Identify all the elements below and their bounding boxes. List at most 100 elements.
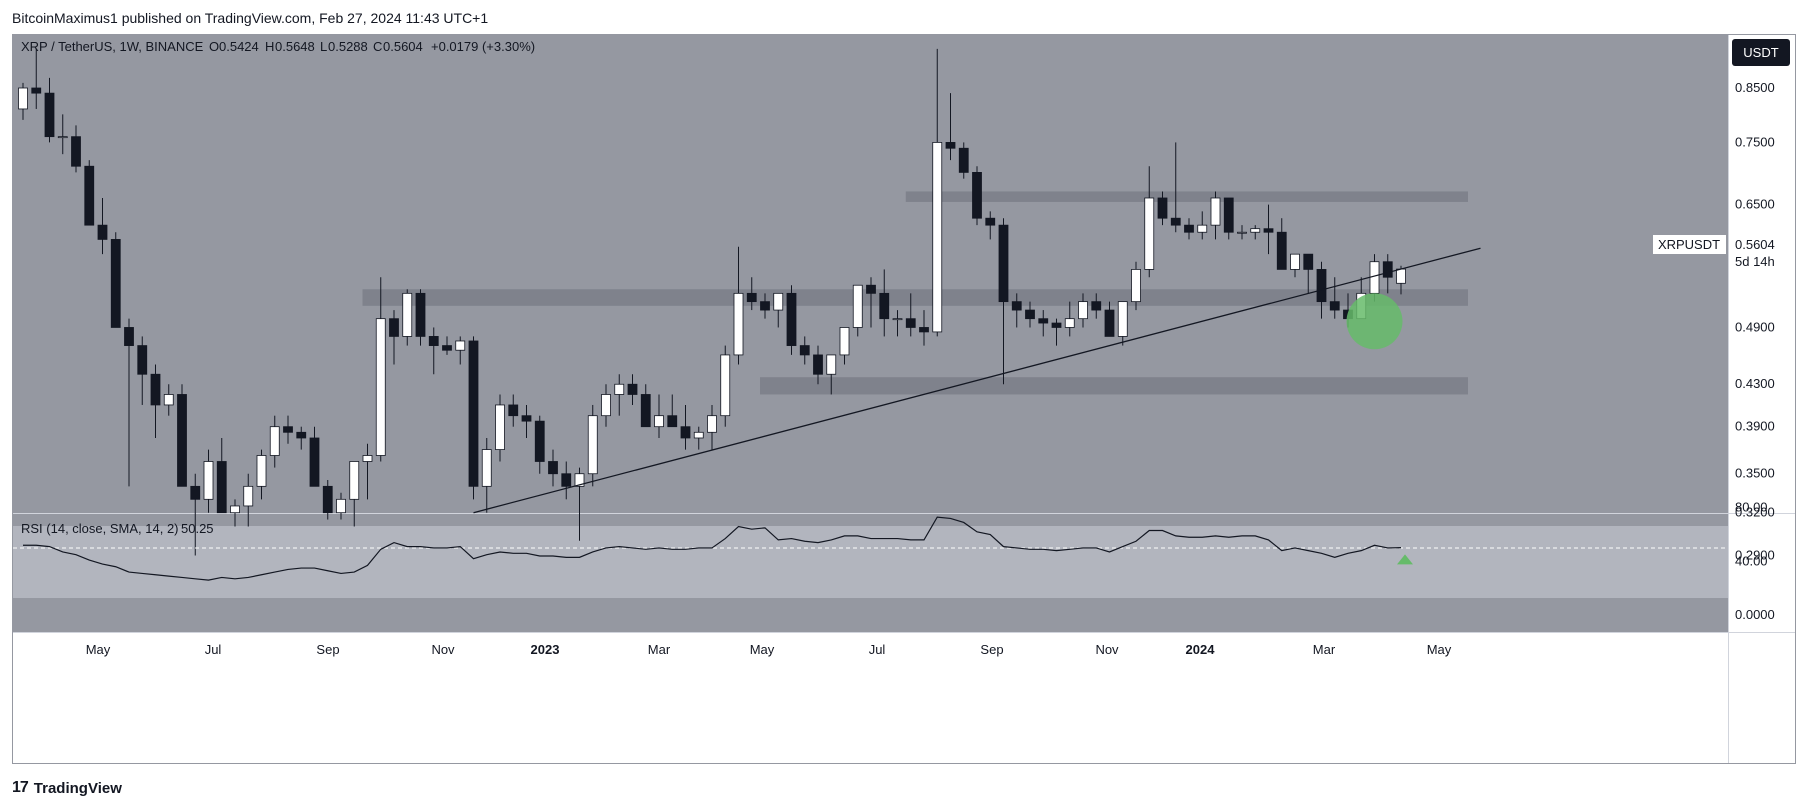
ohlc-open-value: 0.5424 (219, 39, 259, 54)
time-axis-label: Mar (1313, 642, 1336, 657)
chart-frame[interactable]: 0.8500 0.7500 0.6500 0.4900 0.4300 0.3900 0.35… (12, 34, 1796, 764)
candle-body (124, 327, 134, 346)
candle-body (1290, 253, 1300, 270)
time-axis-label: May (86, 642, 111, 657)
candle-body (773, 292, 784, 311)
ohlc-close-value: 0.5604 (383, 39, 423, 54)
price-axis-label: 0.8500 (1735, 80, 1775, 95)
candle-body (481, 449, 492, 487)
candle-body (110, 239, 121, 328)
candle-body (627, 383, 638, 395)
candle-body (879, 292, 890, 320)
horizontal-zone[interactable] (362, 289, 1469, 306)
tradingview-footer[interactable]: 17 TradingView (12, 779, 122, 797)
time-axis-label: Jul (205, 642, 222, 657)
candle-body (667, 415, 678, 428)
price-axis-bg (1728, 35, 1795, 763)
candle-body (998, 224, 1009, 303)
candle-body (18, 87, 28, 110)
candle-body (322, 485, 333, 514)
candle-body (1197, 224, 1208, 233)
price-axis-label: 0.4300 (1735, 376, 1775, 391)
time-axis-label: Jul (869, 642, 886, 657)
candle-body (256, 455, 267, 487)
horizontal-zone[interactable] (905, 191, 1468, 202)
candle-body (1396, 268, 1406, 284)
candle-body (1382, 261, 1393, 278)
candle-body (1144, 197, 1155, 270)
candle-body (177, 394, 187, 487)
ascending-support-trendline[interactable] (473, 247, 1481, 514)
candle-body (826, 354, 837, 375)
rsi-legend: RSI (14, close, SMA, 14, 2) (21, 521, 179, 536)
time-axis-bg (13, 632, 1728, 763)
candle-body (1223, 197, 1234, 233)
candle-body (203, 461, 214, 500)
ohlc-open-label: O (209, 39, 219, 54)
price-axis-label: 0.3500 (1735, 466, 1775, 481)
highlight-circle (1346, 293, 1403, 350)
candle-body (150, 373, 161, 406)
candle-body (1184, 224, 1194, 233)
currency-button[interactable] (1732, 39, 1790, 66)
candle-body (534, 420, 545, 462)
ohlc-close-label: C (373, 39, 382, 54)
candle-body (746, 292, 757, 303)
candle-body (905, 318, 916, 328)
candle-body (336, 498, 346, 514)
candle-body (985, 217, 996, 226)
candle-body (402, 292, 413, 337)
candle-body (1117, 301, 1128, 337)
candle-body (1263, 228, 1274, 233)
candle-body (1303, 253, 1314, 270)
candle-body (455, 340, 466, 351)
candle-body (707, 415, 717, 433)
candle-body (680, 426, 691, 439)
candle-body (561, 473, 572, 487)
candle-body (296, 431, 307, 439)
ohlc-change: +0.0179 (+3.30%) (431, 39, 535, 54)
candle-body (349, 461, 360, 500)
rsi-line[interactable] (23, 516, 1402, 581)
candle-body (389, 318, 399, 337)
horizontal-zone[interactable] (760, 377, 1468, 395)
candle-body (693, 431, 704, 439)
rsi-up-arrow-icon (1397, 554, 1413, 565)
candle-body (1210, 197, 1221, 226)
time-axis-label: Mar (648, 642, 671, 657)
candle-body (97, 224, 108, 240)
time-axis-label: Sep (980, 642, 1003, 657)
candle-body (428, 336, 439, 346)
price-axis-label: 0.2900 (1735, 547, 1775, 562)
chart-canvas[interactable]: 0.8500 0.7500 0.6500 0.4900 0.4300 0.3900 0.35… (13, 35, 1795, 763)
candle-body (799, 345, 810, 356)
price-axis-label: 0.3200 (1735, 505, 1775, 520)
candle-body (1038, 318, 1049, 324)
candle-body (548, 461, 558, 475)
candle-body (375, 318, 386, 456)
rsi-band (13, 526, 1728, 598)
candle-body (601, 394, 611, 417)
candle-body (230, 505, 240, 514)
symbol-title: XRP / TetherUS, 1W, BINANCE (21, 39, 204, 54)
time-axis-label: May (1427, 642, 1452, 657)
time-axis-label: 2024 (1186, 642, 1216, 657)
rsi-axis-label: 80.00 (1735, 500, 1768, 515)
candle-body (1104, 309, 1115, 337)
candle-body (892, 318, 903, 321)
candle-body (574, 473, 585, 487)
candle-body (521, 415, 532, 422)
candle-body (972, 172, 982, 219)
candle-body (508, 404, 519, 417)
candle-body (1250, 228, 1261, 233)
currency-label: USDT (1743, 45, 1778, 60)
candle-body (919, 327, 929, 333)
candle-body (137, 345, 148, 375)
time-axis-label: May (750, 642, 775, 657)
price-axis-label: 0.6500 (1735, 197, 1775, 212)
candle-body (654, 415, 664, 428)
candle-body (415, 292, 426, 337)
candle-body (31, 87, 42, 94)
symbol-tag-label: XRPUSDT (1658, 237, 1720, 252)
candle-body (932, 142, 943, 333)
